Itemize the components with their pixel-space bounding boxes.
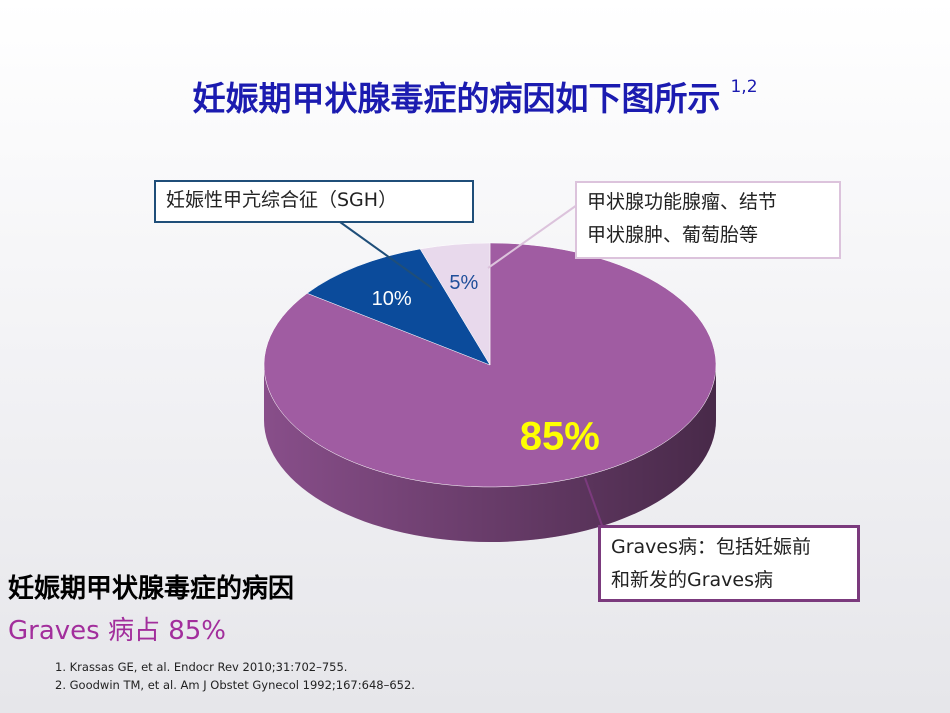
slice-side-shade xyxy=(264,365,716,542)
title-text: 妊娠期甲状腺毒症的病因如下图所示 xyxy=(192,79,721,118)
leader-line xyxy=(339,221,433,289)
callout: 甲状腺功能腺瘤、结节 甲状腺肿、葡萄胎等 xyxy=(575,181,841,259)
reference: 2. Goodwin TM, et al. Am J Obstet Gyneco… xyxy=(55,678,415,692)
value-label: 85% xyxy=(520,414,600,458)
summary-highlight: Graves 病占 85% xyxy=(8,616,227,646)
leader-line xyxy=(584,477,604,529)
leader-line xyxy=(487,204,578,269)
callout: 妊娠性甲亢综合征（SGH） xyxy=(154,180,474,223)
pie: 85% 10% 5% xyxy=(263,242,717,542)
title: 妊娠期甲状腺毒症的病因如下图所示 1,2 xyxy=(0,72,950,120)
summary-heading: 妊娠期甲状腺毒症的病因 xyxy=(8,574,295,604)
reference: 1. Krassas GE, et al. Endocr Rev 2010;31… xyxy=(55,660,348,674)
slice xyxy=(419,242,491,366)
slice xyxy=(306,248,491,366)
value-label: 5% xyxy=(449,272,478,294)
callout: Graves病：包括妊娠前 和新发的Graves病 xyxy=(598,525,860,602)
value-label: 10% xyxy=(372,288,412,310)
title-superscript: 1,2 xyxy=(730,77,758,97)
